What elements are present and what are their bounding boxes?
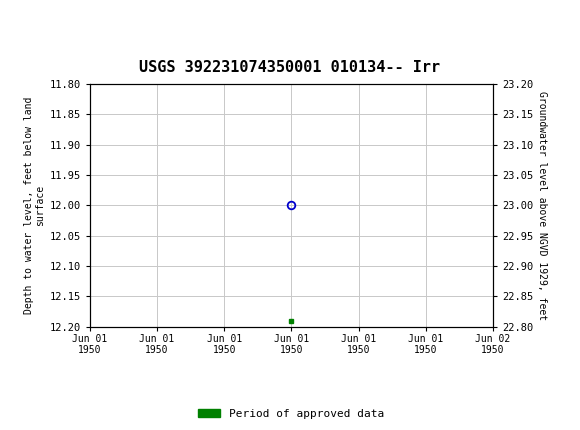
Legend: Period of approved data: Period of approved data — [194, 404, 389, 423]
Text: ≡USGS: ≡USGS — [6, 11, 77, 29]
Text: USGS 392231074350001 010134-- Irr: USGS 392231074350001 010134-- Irr — [139, 61, 441, 75]
Y-axis label: Groundwater level above NGVD 1929, feet: Groundwater level above NGVD 1929, feet — [538, 91, 548, 320]
Y-axis label: Depth to water level, feet below land
surface: Depth to water level, feet below land su… — [24, 97, 45, 314]
